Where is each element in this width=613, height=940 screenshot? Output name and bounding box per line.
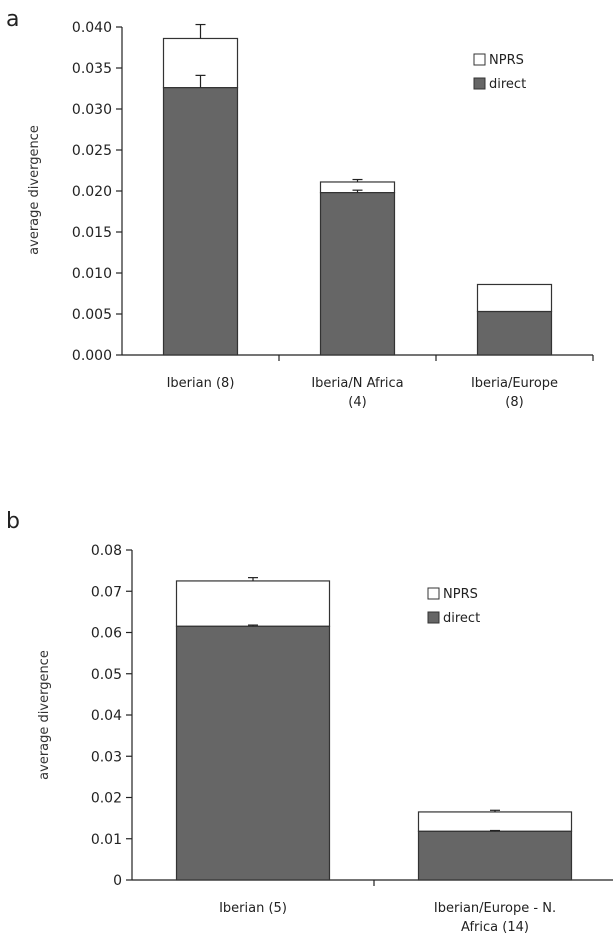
y-tick-label: 0.01: [91, 832, 122, 848]
y-tick-label: 0.010: [72, 266, 112, 282]
y-tick-label: 0.025: [72, 143, 112, 159]
y-tick-label: 0.02: [91, 791, 122, 807]
y-tick-label: 0.040: [72, 20, 112, 36]
y-tick-label: 0.05: [91, 667, 122, 683]
legend-swatch: [473, 77, 486, 90]
y-tick-label: 0.030: [72, 102, 112, 118]
bar-direct: [162, 87, 239, 356]
legend-label: NPRS: [489, 53, 524, 68]
y-tick-label: 0.04: [91, 708, 122, 724]
y-tick-label: 0.07: [91, 584, 122, 600]
y-tick-label: 0.08: [91, 543, 122, 559]
x-category-label: (8): [505, 395, 523, 410]
legend-label: NPRS: [443, 587, 478, 602]
y-tick-label: 0.06: [91, 626, 122, 642]
x-category-label: Iberian (8): [167, 376, 235, 391]
legend-swatch: [427, 611, 440, 624]
y-tick-label: 0.035: [72, 61, 112, 77]
legend-swatch: [473, 53, 486, 66]
x-category-label: Africa (14): [461, 920, 529, 935]
bar-direct: [175, 625, 331, 881]
bar-direct: [319, 192, 396, 356]
y-tick-label: 0.000: [72, 348, 112, 364]
x-category-label: Iberia/Europe: [471, 376, 558, 391]
bar-nprs: [175, 580, 331, 627]
x-category-label: Iberian (5): [219, 901, 287, 916]
y-tick-label: 0.03: [91, 749, 122, 765]
panel-a-letter: a: [6, 7, 19, 32]
y-tick-label: 0.020: [72, 184, 112, 200]
bar-direct: [476, 310, 553, 356]
legend-label: direct: [489, 77, 526, 92]
y-axis-label: average divergence: [27, 125, 42, 255]
panel-b-chart: b 0 0.01 0.02 0.03 0.04 0.05 0.06 0.07 0.08 avera…: [6, 509, 613, 935]
y-tick-label: 0.015: [72, 225, 112, 241]
x-category-label: Iberian/Europe - N.: [434, 901, 556, 916]
legend-swatch: [427, 587, 440, 600]
bar-direct: [417, 830, 573, 881]
y-axis-label: average divergence: [37, 650, 52, 780]
panel-a-chart: a 0.000 0.005 0.010 0.015 0.020 0.025 0.030 0.0…: [6, 7, 594, 410]
x-category-label: Iberia/N Africa: [311, 376, 403, 391]
bar-nprs: [417, 811, 573, 832]
y-tick-label: 0.005: [72, 307, 112, 323]
bar-nprs: [476, 283, 553, 313]
panel-b-letter: b: [6, 509, 20, 534]
legend-label: direct: [443, 611, 480, 626]
x-category-label: (4): [348, 395, 366, 410]
y-tick-label: 0: [113, 873, 122, 889]
